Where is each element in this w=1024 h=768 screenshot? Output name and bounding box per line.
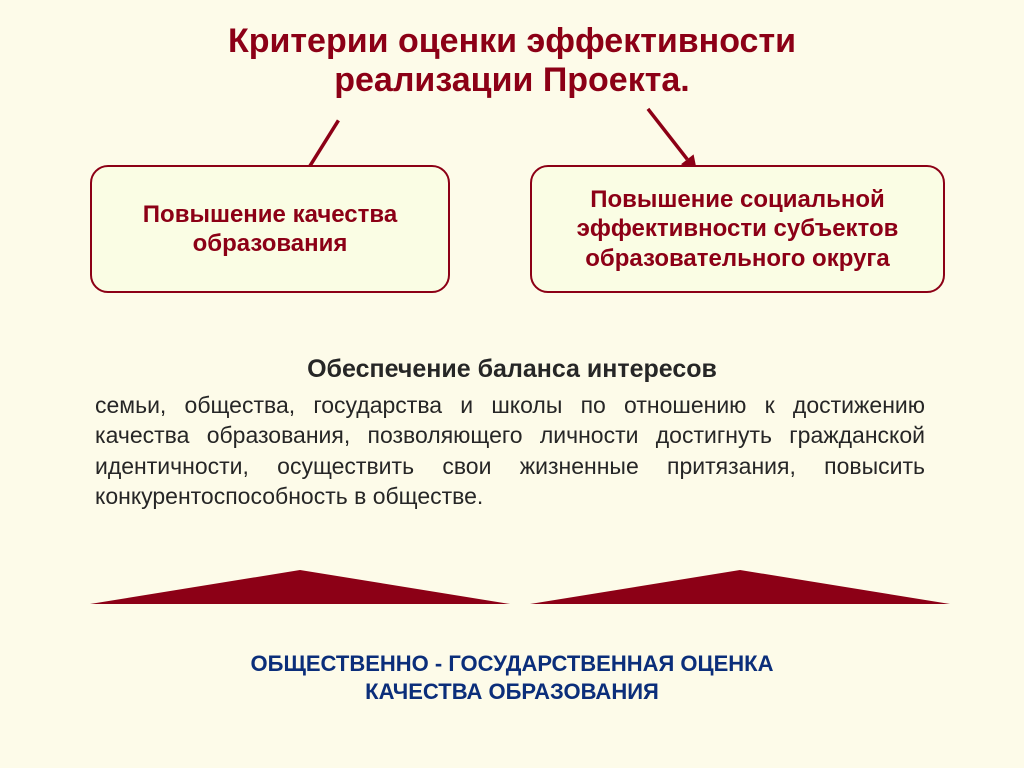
criterion-box-quality: Повышение качества образования (90, 165, 450, 293)
footer-line-2: КАЧЕСТВА ОБРАЗОВАНИЯ (365, 679, 659, 704)
title-line-1: Критерии оценки эффективности (228, 22, 796, 60)
criterion-box-social: Повышение социальной эффективности субъе… (530, 165, 945, 293)
balance-heading-text: Обеспечение баланса интересов (307, 355, 717, 383)
criterion-box-social-text: Повышение социальной эффективности субъе… (554, 185, 921, 273)
balance-heading: Обеспечение баланса интересов (0, 355, 1024, 384)
triangle-left-icon (90, 570, 510, 604)
balance-paragraph-text: семьи, общества, государства и школы по … (95, 392, 925, 509)
slide-title: Критерии оценки эффективности реализации… (0, 22, 1024, 100)
triangle-right-icon (530, 570, 950, 604)
slide-root: Критерии оценки эффективности реализации… (0, 0, 1024, 768)
criterion-box-quality-text: Повышение качества образования (114, 200, 426, 259)
title-line-2: реализации Проекта. (334, 61, 690, 99)
footer-line-1: ОБЩЕСТВЕННО - ГОСУДАРСТВЕННАЯ ОЦЕНКА (251, 651, 774, 676)
balance-paragraph: семьи, общества, государства и школы по … (95, 390, 925, 511)
footer-text: ОБЩЕСТВЕННО - ГОСУДАРСТВЕННАЯ ОЦЕНКА КАЧ… (0, 650, 1024, 705)
